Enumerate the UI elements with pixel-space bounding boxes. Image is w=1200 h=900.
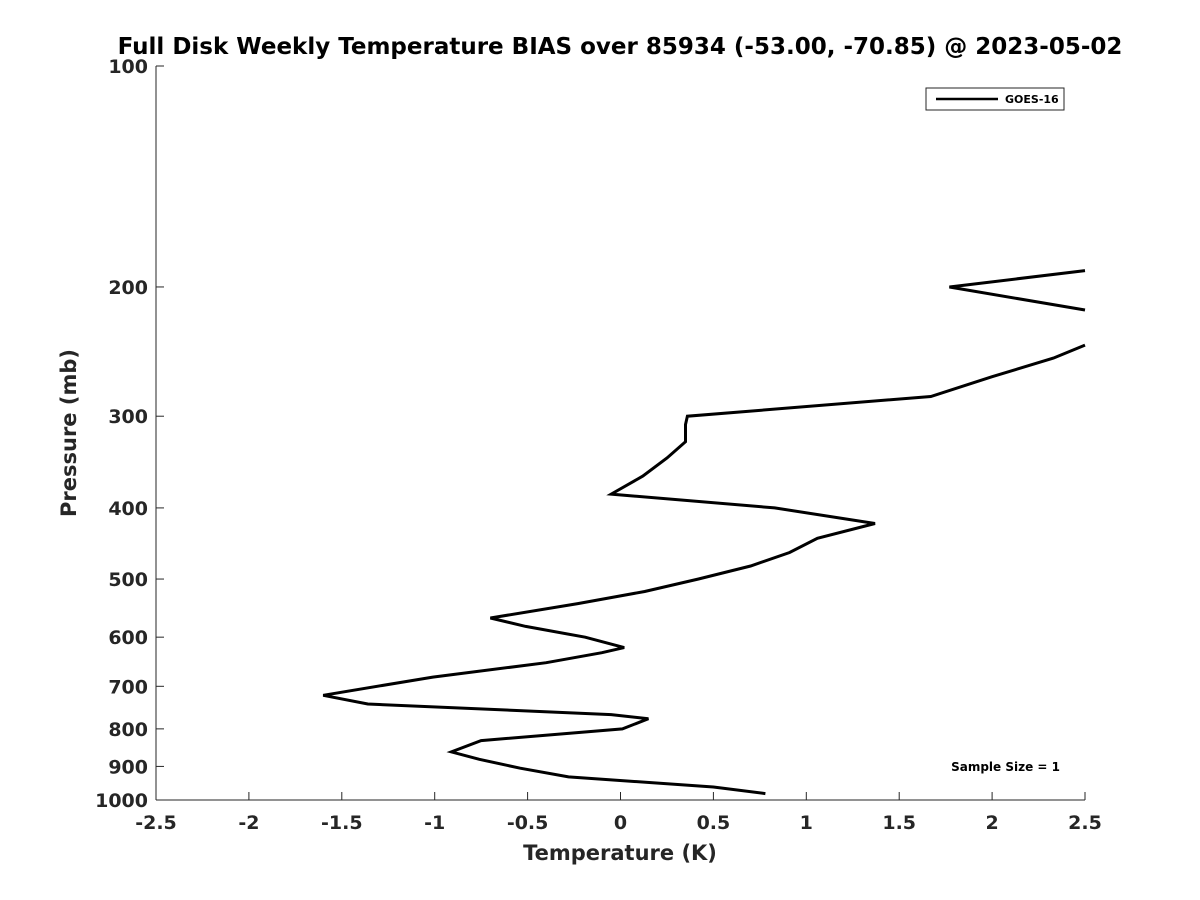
x-tick-label: 0 <box>614 812 627 834</box>
x-tick-label: 0.5 <box>697 812 731 834</box>
series-line-goes-16 <box>322 343 1086 796</box>
x-axis-label: Temperature (K) <box>523 841 717 865</box>
x-tick-label: 2 <box>985 812 998 834</box>
y-tick-label: 1000 <box>95 790 148 812</box>
y-ticks: 100 200 300 400 500 600 700 800 900 1000 <box>95 56 164 812</box>
x-tick-label: -1 <box>424 812 445 834</box>
legend: GOES-16 <box>925 87 1065 111</box>
sample-size-annotation: Sample Size = 1 <box>951 760 1060 774</box>
x-tick-label: -2 <box>238 812 259 834</box>
y-tick-label: 500 <box>108 569 148 591</box>
chart-title: Full Disk Weekly Temperature BIAS over 8… <box>118 34 1123 60</box>
series-layer <box>322 269 1086 796</box>
series-line-goes-16 <box>949 269 1086 312</box>
y-tick-label: 700 <box>108 676 148 698</box>
x-tick-label: -0.5 <box>507 812 549 834</box>
x-tick-label: 2.5 <box>1068 812 1102 834</box>
legend-label-goes-16: GOES-16 <box>1005 93 1059 106</box>
y-axis-label: Pressure (mb) <box>57 349 81 517</box>
y-tick-label: 300 <box>108 406 148 428</box>
x-tick-label: 1.5 <box>882 812 916 834</box>
y-tick-label: 900 <box>108 756 148 778</box>
y-tick-label: 600 <box>108 627 148 649</box>
x-tick-label: -2.5 <box>135 812 177 834</box>
y-tick-label: 400 <box>108 498 148 520</box>
y-tick-label: 800 <box>108 719 148 741</box>
x-tick-label: 1 <box>800 812 813 834</box>
x-ticks: -2.5 -2 -1.5 -1 -0.5 0 0.5 1 1.5 2 2.5 <box>135 792 1102 834</box>
plot-area <box>155 66 1085 801</box>
y-tick-label: 200 <box>108 277 148 299</box>
x-tick-label: -1.5 <box>321 812 363 834</box>
y-tick-label: 100 <box>108 56 148 78</box>
